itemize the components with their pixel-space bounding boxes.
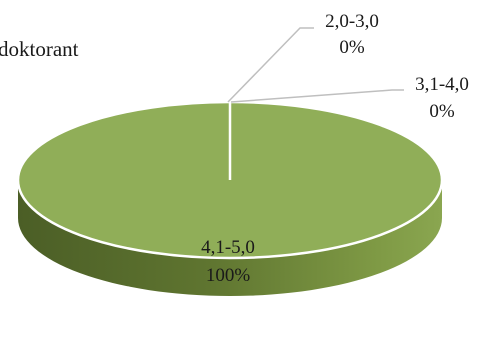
data-label-3-1-4-0-percent: 0% xyxy=(429,101,455,122)
data-label-2-0-3-0-percent: 0% xyxy=(339,37,365,58)
data-label-3-1-4-0-category: 3,1-4,0 xyxy=(415,74,469,95)
chart-title: doktorant xyxy=(0,37,79,61)
data-label-4-1-5-0-category: 4,1-5,0 xyxy=(201,237,255,258)
leader-line-2-0-3-0 xyxy=(227,27,314,103)
data-label-2-0-3-0-category: 2,0-3,0 xyxy=(325,11,379,32)
pie-side-wall xyxy=(18,180,442,296)
data-label-4-1-5-0-percent: 100% xyxy=(206,265,251,286)
leader-line-3-1-4-0 xyxy=(230,89,404,103)
